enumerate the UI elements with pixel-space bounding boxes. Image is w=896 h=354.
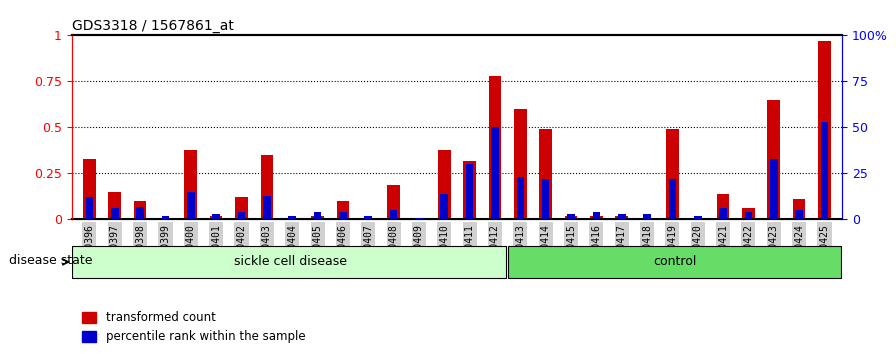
Bar	[412, 218, 426, 219]
Bar	[86, 198, 93, 219]
Bar	[466, 164, 473, 219]
Bar	[415, 218, 423, 219]
Bar	[185, 149, 197, 219]
Bar	[821, 122, 828, 219]
Bar	[237, 212, 246, 219]
Bar	[438, 149, 451, 219]
Bar	[108, 192, 121, 219]
Bar	[514, 109, 527, 219]
Bar	[488, 76, 502, 219]
Bar	[618, 214, 625, 219]
Bar	[111, 209, 118, 219]
Bar	[770, 159, 778, 219]
Bar	[539, 129, 552, 219]
Bar	[768, 100, 780, 219]
Bar	[516, 177, 524, 219]
Legend: transformed count, percentile rank within the sample: transformed count, percentile rank withi…	[78, 307, 310, 348]
Bar	[616, 216, 628, 219]
Bar	[441, 194, 448, 219]
Bar	[643, 214, 650, 219]
Bar	[564, 216, 577, 219]
Bar	[187, 192, 194, 219]
Text: GDS3318 / 1567861_at: GDS3318 / 1567861_at	[72, 19, 234, 33]
Bar	[337, 201, 349, 219]
Bar	[83, 159, 96, 219]
Bar	[694, 216, 702, 219]
Bar	[745, 212, 753, 219]
Bar	[590, 216, 603, 219]
Bar	[641, 218, 653, 219]
Bar	[159, 218, 172, 219]
Bar	[362, 218, 375, 219]
Bar	[161, 216, 169, 219]
Bar	[314, 212, 322, 219]
Bar	[719, 209, 727, 219]
Bar	[210, 216, 222, 219]
Bar	[235, 198, 248, 219]
Bar	[289, 216, 296, 219]
Bar	[692, 218, 704, 219]
Bar	[818, 41, 831, 219]
Text: disease state: disease state	[9, 254, 92, 267]
Bar	[339, 212, 347, 219]
Bar	[668, 179, 676, 219]
Bar	[286, 218, 298, 219]
Bar	[796, 210, 803, 219]
Bar	[311, 216, 323, 219]
Bar	[387, 184, 400, 219]
Bar	[542, 179, 549, 219]
Bar	[567, 214, 575, 219]
Bar	[463, 161, 476, 219]
Bar	[491, 127, 499, 219]
Bar	[717, 194, 729, 219]
Bar	[212, 214, 220, 219]
Bar	[134, 201, 146, 219]
FancyBboxPatch shape	[72, 246, 505, 278]
Bar	[261, 155, 273, 219]
Bar	[136, 207, 144, 219]
Bar	[390, 210, 398, 219]
FancyBboxPatch shape	[508, 246, 841, 278]
Text: control: control	[653, 256, 697, 268]
Bar	[592, 212, 600, 219]
Bar	[365, 216, 372, 219]
Text: sickle cell disease: sickle cell disease	[234, 256, 347, 268]
Bar	[793, 199, 806, 219]
Bar	[742, 209, 754, 219]
Bar	[263, 195, 271, 219]
Bar	[666, 129, 679, 219]
